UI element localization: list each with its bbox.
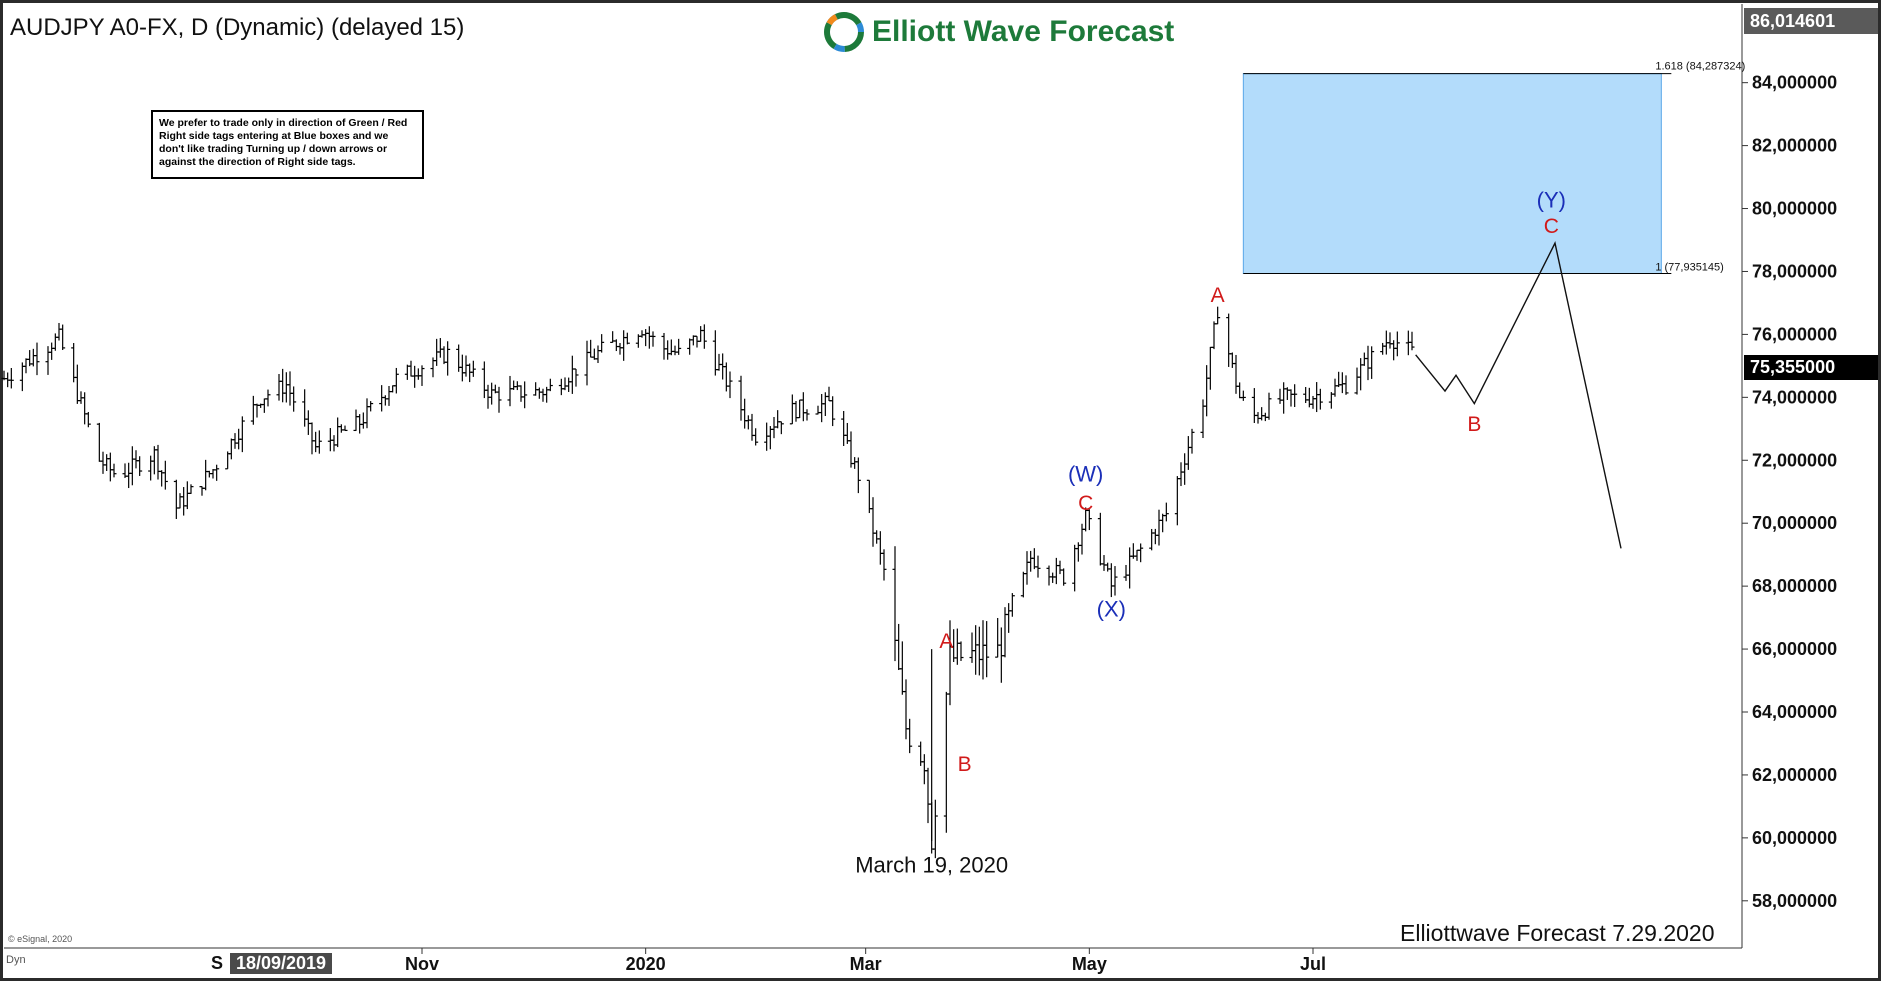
y-tick-label: 66,000000 [1752, 639, 1837, 659]
wave-label: C [1078, 492, 1093, 515]
fib-label-upper: 1.618 (84,287324) [1655, 61, 1745, 73]
logo-text: Elliott Wave Forecast [872, 15, 1175, 48]
wave-label: B [958, 753, 972, 776]
x-tick-label: Jul [1300, 954, 1326, 974]
y-tick-label: 68,000000 [1752, 576, 1837, 596]
wave-label: A [939, 630, 953, 653]
y-tick-label: 78,000000 [1752, 261, 1837, 281]
y-tick-label: 74,000000 [1752, 387, 1837, 407]
annotation-label: March 19, 2020 [855, 852, 1008, 877]
y-tick-label: 72,000000 [1752, 450, 1837, 470]
wave-label: (W) [1068, 461, 1103, 486]
y-tick-label: 80,000000 [1752, 199, 1837, 219]
logo-icon [824, 12, 864, 52]
fib-label-lower: 1 (77,935145) [1655, 262, 1724, 274]
y-tick-label: 58,000000 [1752, 891, 1837, 911]
axis-top-price: 86,014601 [1744, 8, 1878, 34]
y-tick-label: 76,000000 [1752, 324, 1837, 344]
cursor-date-prefix: S [211, 953, 224, 973]
wave-label: B [1467, 413, 1481, 436]
footer-note: Elliottwave Forecast 7.29.2020 [1400, 920, 1715, 946]
current-price-tag: 75,355000 [1744, 355, 1878, 380]
x-tick-label: 2020 [626, 954, 666, 974]
blue-target-box [1242, 73, 1662, 275]
y-tick-label: 62,000000 [1752, 765, 1837, 785]
wave-label: (X) [1097, 597, 1126, 622]
trading-notice: We prefer to trade only in direction of … [151, 110, 424, 179]
y-tick-label: 70,000000 [1752, 513, 1837, 533]
y-tick-label: 60,000000 [1752, 828, 1837, 848]
wave-label: A [1211, 284, 1225, 307]
wave-label: C [1544, 215, 1559, 238]
copyright: © eSignal, 2020 [8, 934, 73, 944]
x-tick-label: Nov [405, 954, 439, 974]
y-tick-label: 84,000000 [1752, 73, 1837, 93]
brand-logo: Elliott Wave Forecast [824, 12, 1174, 52]
projection-path [1415, 241, 1622, 549]
y-tick-label: 64,000000 [1752, 702, 1837, 722]
chart-title: AUDJPY A0-FX, D (Dynamic) (delayed 15) [10, 14, 465, 41]
y-tick-label: 82,000000 [1752, 136, 1837, 156]
cursor-date-box: 18/09/2019 [230, 953, 332, 974]
dyn-label: Dyn [6, 954, 26, 966]
x-tick-label: Mar [850, 954, 882, 974]
x-tick-label: May [1072, 954, 1107, 974]
wave-label: (Y) [1537, 188, 1566, 213]
